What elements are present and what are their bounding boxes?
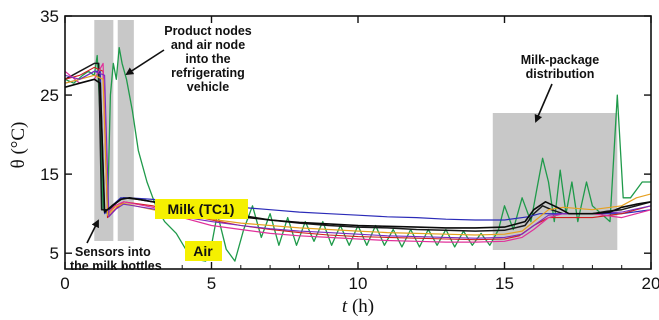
x-tick-label: 0 — [60, 274, 69, 293]
product-nodes-callout: Product nodes and air node into the refr… — [125, 24, 252, 94]
air-tag-background — [185, 241, 222, 261]
milk-tag-background — [155, 199, 248, 219]
x-tick-label: 15 — [495, 274, 514, 293]
series-layer — [65, 46, 651, 262]
product-nodes-line-2: and air node — [171, 38, 245, 52]
shaded-region — [117, 20, 134, 241]
air-tag-label: Air — [193, 243, 213, 259]
x-axis-symbol: t — [342, 296, 348, 317]
x-tick-label: 10 — [349, 274, 368, 293]
y-tick-label: 25 — [40, 86, 59, 105]
milk-package-callout: Milk-package distribution — [521, 53, 600, 123]
x-tick-label: 20 — [642, 274, 659, 293]
sensors-line-2: the milk bottles — [70, 259, 162, 273]
x-axis-unit: (h) — [347, 296, 374, 317]
milk-package-line-1: Milk-package — [521, 53, 600, 67]
milk-package-line-2: distribution — [526, 67, 595, 81]
milk-tag-label: Milk (TC1) — [168, 201, 235, 217]
y-tick-label: 5 — [50, 244, 59, 263]
sensors-callout: Sensors into the milk bottles — [70, 219, 162, 273]
product-nodes-line-4: refrigerating — [171, 66, 245, 80]
series-line — [65, 62, 651, 243]
product-nodes-line-3: into the — [185, 52, 230, 66]
product-nodes-line-5: vehicle — [187, 80, 229, 94]
sensors-line-1: Sensors into — [75, 245, 151, 259]
y-tick-label: 15 — [40, 165, 59, 184]
air-tag: Air — [185, 241, 222, 261]
product-nodes-arrow — [125, 49, 165, 76]
product-nodes-line-1: Product nodes — [164, 24, 252, 38]
series-line — [65, 70, 651, 239]
milk-tag: Milk (TC1) — [155, 199, 248, 219]
x-axis-title: t (h) — [342, 296, 374, 317]
y-axis-title: θ (°C) — [8, 122, 29, 169]
sensors-arrow — [86, 219, 99, 244]
series-line — [65, 74, 651, 236]
shaded-region — [492, 113, 618, 250]
milk-package-arrow — [534, 83, 553, 123]
x-tick-label: 5 — [207, 274, 216, 293]
series-line — [65, 78, 651, 229]
y-tick-label: 35 — [40, 7, 59, 26]
